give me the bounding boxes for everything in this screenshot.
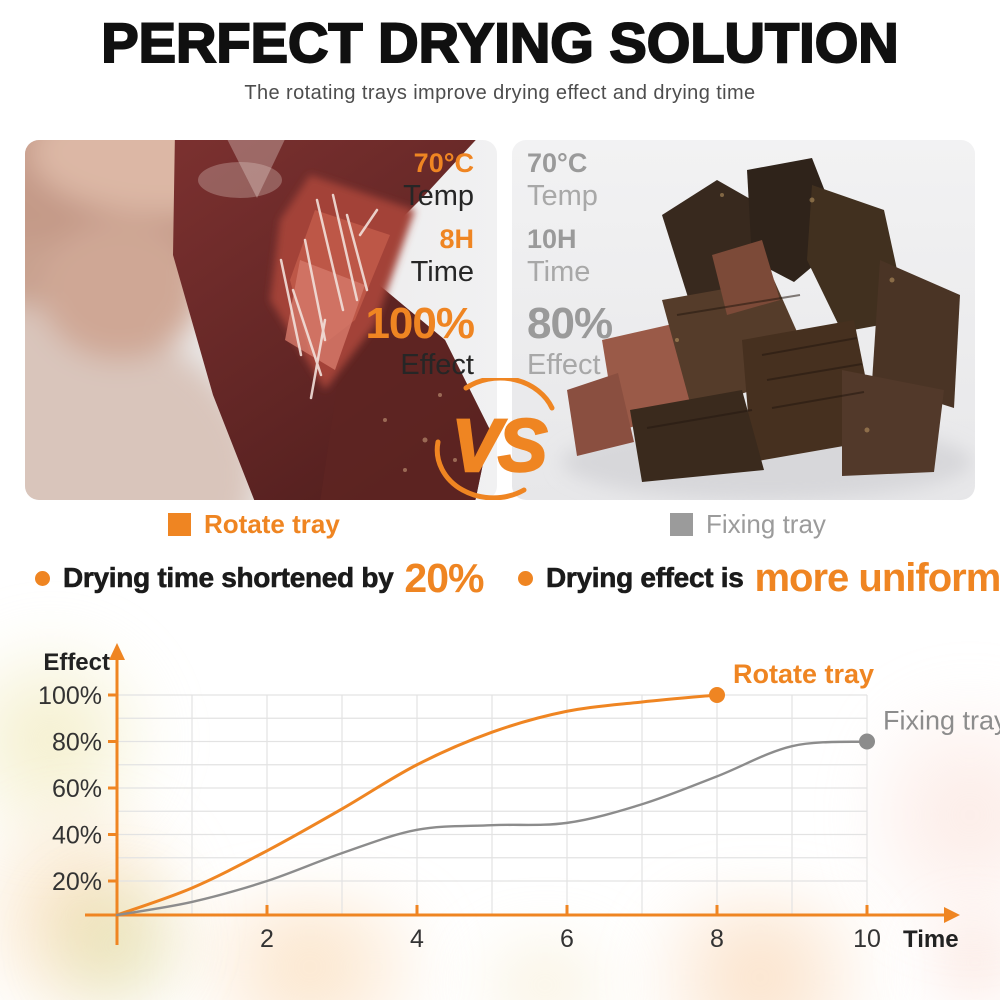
meat-fibers bbox=[279, 193, 379, 400]
right-photo-jerky-pile bbox=[512, 140, 975, 500]
stat-temp-label: Temp bbox=[527, 180, 598, 212]
highlight-value: more uniform bbox=[754, 555, 1000, 600]
stat-effect-value: 100% bbox=[365, 298, 475, 348]
svg-text:10: 10 bbox=[853, 925, 881, 953]
vs-rotation-icon: VS bbox=[434, 375, 555, 501]
stat-effect-label: Effect bbox=[527, 348, 601, 381]
stat-effect: 100% Effect bbox=[254, 298, 475, 382]
header: PERFECT DRYING SOLUTION The rotating tra… bbox=[0, 11, 1000, 105]
stat-time-value: 8H bbox=[439, 223, 474, 254]
svg-text:2: 2 bbox=[260, 925, 274, 953]
svg-text:Rotate tray: Rotate tray bbox=[733, 659, 874, 689]
stat-temp-value: 70°C bbox=[413, 148, 474, 178]
svg-text:8: 8 bbox=[710, 925, 724, 953]
stat-time-label: Time bbox=[410, 255, 474, 288]
fixing-tray-label: Fixing tray bbox=[706, 509, 826, 539]
bullet-dot-icon bbox=[518, 570, 533, 586]
vs-badge: VS bbox=[428, 375, 568, 501]
svg-text:60%: 60% bbox=[52, 775, 102, 803]
stat-temp-label: Temp bbox=[403, 180, 474, 212]
svg-text:20%: 20% bbox=[52, 868, 102, 896]
svg-text:4: 4 bbox=[410, 925, 424, 953]
highlight-prefix: Drying time shortened by bbox=[63, 562, 394, 594]
right-photo-art bbox=[512, 140, 975, 500]
svg-text:Time: Time bbox=[903, 926, 959, 953]
left-photo-art bbox=[25, 140, 497, 500]
left-photo-jerky-closeup bbox=[25, 140, 497, 500]
page-title: PERFECT DRYING SOLUTION bbox=[100, 11, 900, 74]
bullet-dot-icon bbox=[35, 570, 50, 586]
stat-effect-value: 80% bbox=[527, 298, 613, 348]
highlight-value: 20% bbox=[404, 554, 484, 601]
page-subtitle: The rotating trays improve drying effect… bbox=[244, 81, 756, 104]
svg-text:100%: 100% bbox=[38, 682, 102, 710]
fixing-tray-stats: 70°C Temp 10H Time 80% Effect bbox=[527, 150, 757, 395]
stat-effect: 80% Effect bbox=[527, 298, 757, 382]
svg-text:Effect: Effect bbox=[43, 649, 110, 676]
fixing-tray-swatch bbox=[670, 512, 693, 536]
stat-temp-value: 70°C bbox=[527, 148, 588, 178]
rotate-tray-swatch bbox=[168, 512, 191, 536]
highlight-drying-time: Drying time shortened by 20% bbox=[35, 550, 484, 606]
rotate-tray-label: Rotate tray bbox=[204, 509, 340, 539]
legend-fixing-tray: Fixing tray bbox=[670, 511, 826, 537]
svg-text:80%: 80% bbox=[52, 729, 102, 757]
stat-effect-label: Effect bbox=[400, 348, 474, 381]
stat-temp: 70°C Temp bbox=[254, 150, 474, 213]
stat-time-label: Time bbox=[527, 255, 591, 288]
legend-rotate-tray: Rotate tray bbox=[168, 511, 340, 537]
stat-time: 10H Time bbox=[527, 223, 757, 289]
stat-time: 8H Time bbox=[254, 223, 474, 289]
svg-text:6: 6 bbox=[560, 925, 574, 953]
stat-temp: 70°C Temp bbox=[527, 150, 757, 213]
stat-time-value: 10H bbox=[527, 223, 577, 254]
vs-text: VS bbox=[452, 404, 547, 487]
svg-text:40%: 40% bbox=[52, 822, 102, 850]
highlight-drying-effect: Drying effect is more uniform bbox=[518, 550, 1000, 606]
line-chart: 2 4 6 8 10 20% 40% 60% 80% 100% Effect Time Rotate t… bbox=[38, 643, 1000, 953]
rotate-tray-stats: 70°C Temp 8H Time 100% Effect bbox=[254, 150, 475, 395]
svg-text:Fixing tray: Fixing tray bbox=[883, 706, 1000, 736]
drying-effect-chart: 2 4 6 8 10 20% 40% 60% 80% 100% Effect Time Rotate t… bbox=[0, 630, 1000, 975]
highlight-prefix: Drying effect is bbox=[546, 562, 744, 594]
